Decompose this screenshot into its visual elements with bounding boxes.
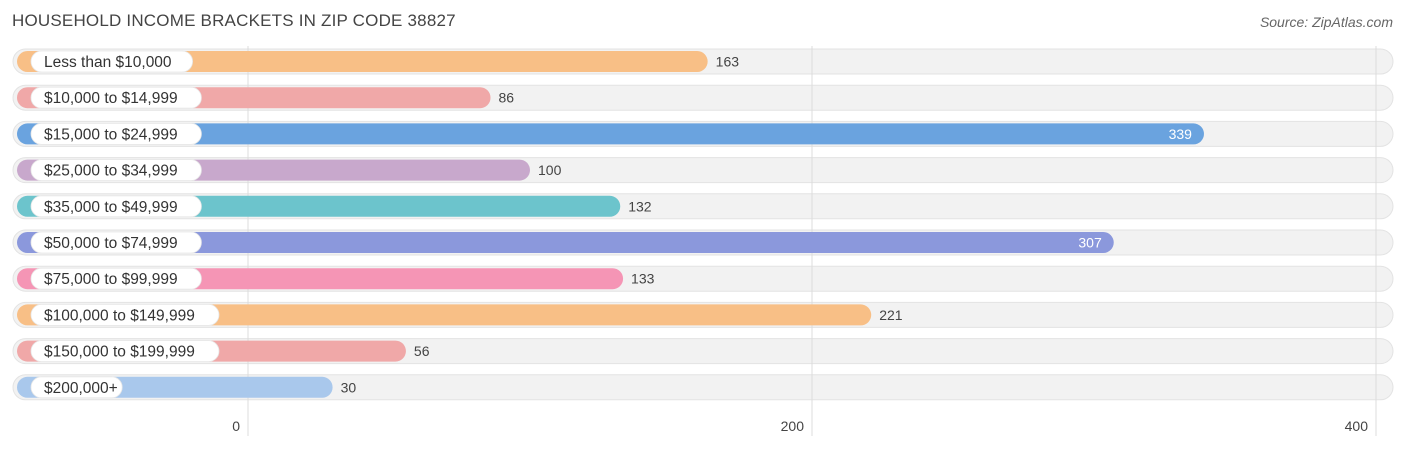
category-pill: [30, 340, 220, 363]
category-pill: [30, 159, 202, 182]
tick-label: 0: [232, 418, 240, 434]
category-pill: [30, 376, 123, 399]
value-label: 132: [628, 198, 652, 214]
value-label: 307: [1078, 235, 1102, 251]
category-label: $35,000 to $49,999: [44, 199, 178, 216]
category-pill: [30, 267, 202, 290]
category-label: $150,000 to $199,999: [44, 344, 195, 361]
category-label: $10,000 to $14,999: [44, 90, 178, 107]
category-label: $100,000 to $149,999: [44, 307, 195, 324]
bar[interactable]: [17, 123, 1204, 145]
value-label: 30: [341, 379, 357, 395]
bar[interactable]: [17, 232, 1114, 253]
value-label: 133: [631, 271, 655, 287]
value-label: 100: [538, 162, 562, 178]
category-label: Less than $10,000: [44, 54, 172, 71]
category-pill: [30, 123, 202, 145]
value-label: 56: [414, 343, 430, 359]
category-pill: [30, 231, 202, 254]
category-pill: [30, 195, 202, 218]
row-track: [12, 374, 1394, 401]
bar[interactable]: [17, 304, 872, 326]
category-pill: [30, 50, 194, 73]
value-label: 221: [879, 307, 903, 323]
category-label: $50,000 to $74,999: [44, 235, 178, 252]
category-label: $15,000 to $24,999: [44, 126, 178, 143]
value-label: 163: [716, 54, 740, 70]
value-label: 339: [1169, 126, 1193, 142]
tick-label: 400: [1345, 418, 1369, 434]
category-pill: [30, 303, 220, 326]
source-credit: Source: ZipAtlas.com: [1259, 14, 1393, 30]
tick-label: 200: [781, 418, 805, 434]
chart-title: HOUSEHOLD INCOME BRACKETS IN ZIP CODE 38…: [12, 11, 456, 30]
category-label: $200,000+: [44, 380, 118, 397]
category-label: $25,000 to $34,999: [44, 163, 178, 180]
category-label: $75,000 to $99,999: [44, 271, 178, 288]
value-label: 86: [499, 90, 515, 106]
category-pill: [30, 86, 202, 109]
